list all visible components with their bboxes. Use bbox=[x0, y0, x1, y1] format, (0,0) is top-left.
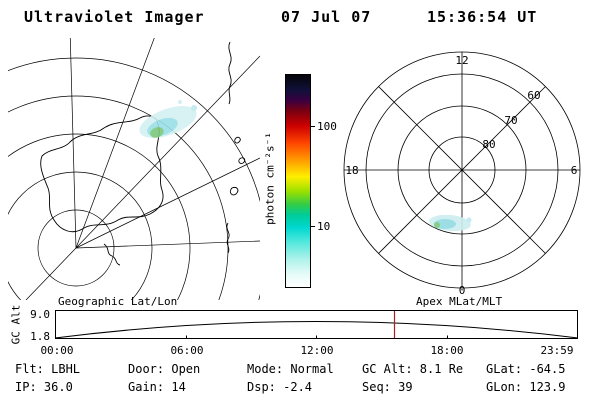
strip-ymax: 9.0 bbox=[30, 308, 50, 321]
time-tick-2359: 23:59 bbox=[540, 344, 574, 357]
status-gcalt: GC Alt: 8.1 Re bbox=[362, 362, 464, 376]
mlt-label-12: 12 bbox=[455, 54, 468, 67]
status-ip: IP: 36.0 bbox=[15, 380, 73, 394]
status-seq: Seq: 39 bbox=[362, 380, 413, 394]
status-flt: Flt: LBHL bbox=[15, 362, 81, 376]
altitude-curve bbox=[54, 321, 579, 339]
strip-ymin: 1.8 bbox=[30, 330, 50, 343]
colorbar-axis-label: photon cm⁻²s⁻¹ bbox=[263, 132, 277, 225]
page-title: Ultraviolet Imager bbox=[24, 8, 205, 26]
colorbar-label-100: 100 bbox=[317, 120, 337, 133]
colorbar bbox=[285, 74, 311, 288]
coastline-paths bbox=[40, 41, 246, 266]
time-tick-0000: 00:00 bbox=[40, 344, 74, 357]
colorbar-tick-10 bbox=[310, 226, 315, 227]
apex-polar-panel: 12 18 6 0 60 70 80 bbox=[343, 51, 581, 296]
polar-grid bbox=[343, 51, 581, 289]
colorbar-label-10: 10 bbox=[317, 220, 331, 233]
aurora-patch-geo bbox=[139, 100, 197, 138]
colorbar-tick-100 bbox=[310, 126, 315, 127]
geo-panel-caption: Geographic Lat/Lon bbox=[58, 295, 178, 308]
time-tick-1200: 12:00 bbox=[300, 344, 334, 357]
graticule-lines bbox=[8, 38, 260, 300]
aurora-patch-apex bbox=[429, 214, 472, 232]
status-mode: Mode: Normal bbox=[247, 362, 334, 376]
status-dsp: Dsp: -2.4 bbox=[247, 380, 313, 394]
date-label: 07 Jul 07 bbox=[281, 8, 372, 26]
status-door: Door: Open bbox=[128, 362, 201, 376]
gc-alt-strip-chart bbox=[54, 310, 579, 339]
mlt-label-6: 6 bbox=[571, 164, 578, 177]
strip-frame bbox=[55, 310, 578, 339]
time-label: 15:36:54 UT bbox=[427, 8, 538, 26]
status-glon: GLon: 123.9 bbox=[486, 380, 566, 394]
geographic-map-panel bbox=[8, 38, 260, 300]
time-tick-0600: 06:00 bbox=[170, 344, 204, 357]
status-glat: GLat: -64.5 bbox=[486, 362, 566, 376]
apex-panel-caption: Apex MLat/MLT bbox=[416, 295, 503, 308]
mlat-ring-label-60: 60 bbox=[527, 89, 540, 102]
mlat-ring-label-70: 70 bbox=[504, 114, 517, 127]
status-gain: Gain: 14 bbox=[128, 380, 186, 394]
mlt-label-18: 18 bbox=[345, 164, 358, 177]
mlat-ring-label-80: 80 bbox=[482, 138, 495, 151]
mlt-label-0: 0 bbox=[459, 284, 466, 296]
time-tick-1800: 18:00 bbox=[430, 344, 464, 357]
